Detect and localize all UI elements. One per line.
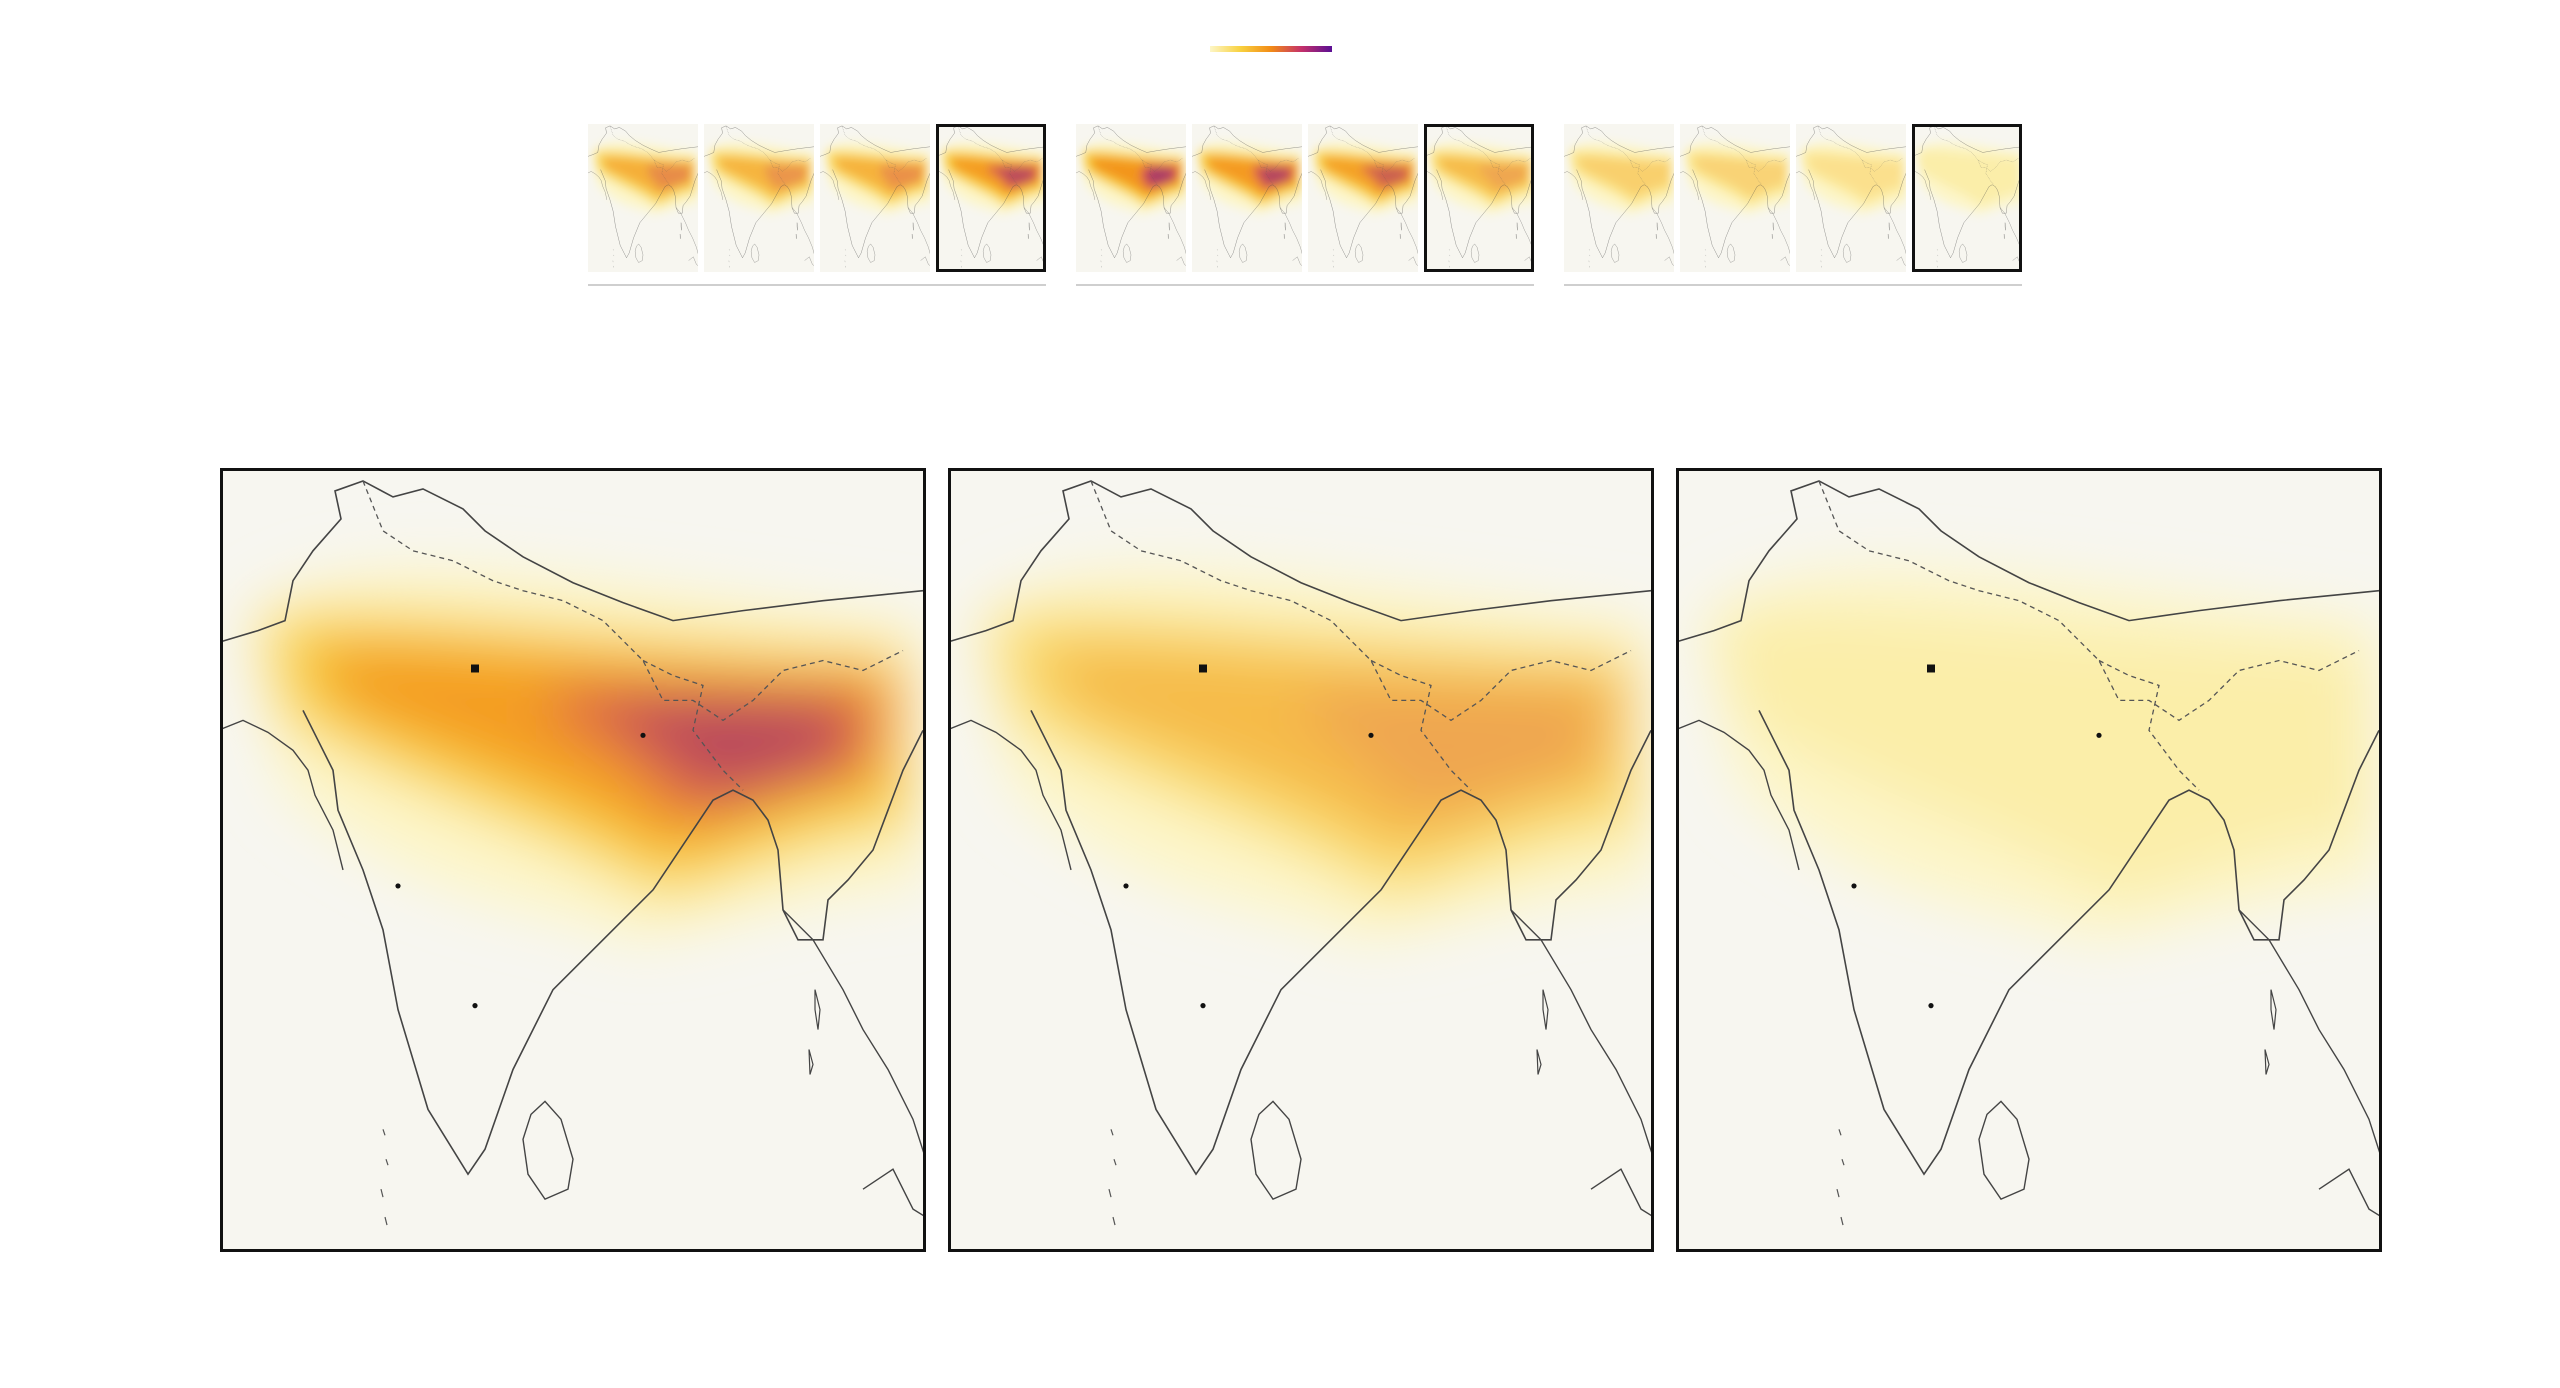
thumbnail-group bbox=[588, 124, 1048, 286]
thumbnail-map[interactable] bbox=[1308, 124, 1418, 272]
pollution-plume bbox=[1195, 142, 1302, 214]
pollution-plume bbox=[1567, 142, 1674, 214]
main-map-panel[interactable] bbox=[220, 468, 926, 1252]
city-marker bbox=[1851, 883, 1857, 889]
city-marker bbox=[1123, 883, 1129, 889]
city-marker bbox=[2096, 732, 2102, 738]
thumbnail-map-selected[interactable] bbox=[1424, 124, 1534, 272]
city-marker bbox=[1928, 1003, 1934, 1009]
thumbnail-map[interactable] bbox=[1680, 124, 1790, 272]
capital-marker bbox=[471, 664, 479, 673]
thumbnail-map[interactable] bbox=[820, 124, 930, 272]
pollution-plume bbox=[243, 567, 923, 941]
thumbnail-map[interactable] bbox=[1564, 124, 1674, 272]
city-marker bbox=[472, 1003, 478, 1009]
thumbnail-map[interactable] bbox=[704, 124, 814, 272]
thumbnail-map[interactable] bbox=[588, 124, 698, 272]
main-map-panel[interactable] bbox=[948, 468, 1654, 1252]
main-map-panel[interactable] bbox=[1676, 468, 2382, 1252]
city-marker bbox=[640, 732, 646, 738]
pollution-plume bbox=[939, 142, 1046, 214]
pollution-plume bbox=[1915, 142, 2022, 214]
pollution-plume bbox=[707, 142, 814, 214]
pollution-plume bbox=[591, 142, 698, 214]
thumbnail-map-selected[interactable] bbox=[936, 124, 1046, 272]
city-marker bbox=[1368, 732, 1374, 738]
city-marker bbox=[1200, 1003, 1206, 1009]
thumbnail-map[interactable] bbox=[1796, 124, 1906, 272]
capital-marker bbox=[1199, 664, 1207, 673]
pollution-plume bbox=[1799, 142, 1906, 214]
capital-marker bbox=[1927, 664, 1935, 673]
thumbnail-group bbox=[1564, 124, 2024, 286]
pollution-plume bbox=[1699, 567, 2379, 941]
thumbnail-group-underline bbox=[1076, 284, 1534, 286]
thumbnail-map-selected[interactable] bbox=[1912, 124, 2022, 272]
thumbnail-group bbox=[1076, 124, 1536, 286]
thumbnail-map[interactable] bbox=[1192, 124, 1302, 272]
pollution-plume bbox=[1427, 142, 1534, 214]
thumbnail-map[interactable] bbox=[1076, 124, 1186, 272]
thumbnail-group-underline bbox=[588, 284, 1046, 286]
pollution-plume bbox=[823, 142, 930, 214]
thumbnail-group-underline bbox=[1564, 284, 2022, 286]
color-scale-legend bbox=[1210, 46, 1332, 52]
city-marker bbox=[395, 883, 401, 889]
pollution-plume bbox=[1311, 142, 1418, 214]
